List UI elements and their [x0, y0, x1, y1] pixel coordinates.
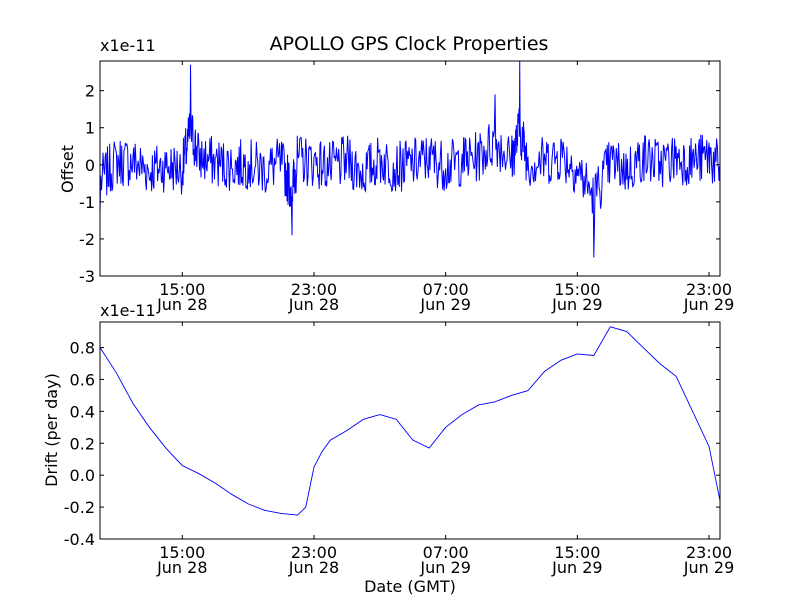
drift-ytick-label: 0.8 [70, 339, 95, 358]
offset-y-axis-label: Offset [58, 145, 77, 193]
offset-xtick-time-label: 15:00 [554, 280, 600, 299]
drift-xtick-time-label: 15:00 [159, 543, 205, 562]
drift-xtick-time-label: 23:00 [291, 543, 337, 562]
offset-xtick-date-label: Jun 29 [683, 295, 734, 314]
drift-xtick-time-label: 07:00 [423, 543, 469, 562]
drift-xtick-date-label: Jun 29 [551, 558, 602, 577]
drift-xtick-date-label: Jun 28 [288, 558, 339, 577]
drift-ytick-label: -0.2 [64, 498, 95, 517]
offset-xtick-date-label: Jun 29 [419, 295, 470, 314]
drift-xtick-date-label: Jun 28 [156, 558, 207, 577]
offset-multiplier-label: x1e-11 [100, 36, 156, 55]
offset-ytick-label: -2 [79, 230, 95, 249]
drift-ytick-label: 0.4 [70, 402, 95, 421]
offset-xtick-time-label: 15:00 [159, 280, 205, 299]
drift-plot-frame [99, 321, 721, 540]
drift-xtick-time-label: 23:00 [686, 543, 732, 562]
offset-ytick-label: 0 [85, 156, 95, 175]
offset-ytick-label: 1 [85, 119, 95, 138]
drift-x-axis-label: Date (GMT) [364, 577, 456, 596]
drift-xtick-date-label: Jun 29 [683, 558, 734, 577]
offset-xtick-time-label: 23:00 [686, 280, 732, 299]
drift-ytick-label: 0.6 [70, 370, 95, 389]
offset-series-line [100, 61, 720, 258]
offset-xtick-time-label: 07:00 [423, 280, 469, 299]
drift-ytick-label: -0.4 [64, 530, 95, 549]
drift-xtick-date-label: Jun 29 [419, 558, 470, 577]
offset-ytick-label: -3 [79, 267, 95, 286]
offset-xtick-time-label: 23:00 [291, 280, 337, 299]
drift-ytick-label: 0.0 [70, 466, 95, 485]
offset-ytick-label: -1 [79, 193, 95, 212]
drift-ytick-label: 0.2 [70, 434, 95, 453]
offset-xtick-date-label: Jun 28 [288, 295, 339, 314]
offset-xtick-date-label: Jun 29 [551, 295, 602, 314]
offset-plot-frame [99, 60, 721, 277]
offset-xtick-date-label: Jun 28 [156, 295, 207, 314]
drift-y-axis-label: Drift (per day) [42, 373, 61, 487]
figure-title: APOLLO GPS Clock Properties [270, 33, 549, 55]
drift-xtick-time-label: 15:00 [554, 543, 600, 562]
drift-multiplier-label: x1e-11 [100, 301, 156, 320]
drift-series-line [100, 326, 720, 516]
offset-ytick-label: 2 [85, 82, 95, 101]
